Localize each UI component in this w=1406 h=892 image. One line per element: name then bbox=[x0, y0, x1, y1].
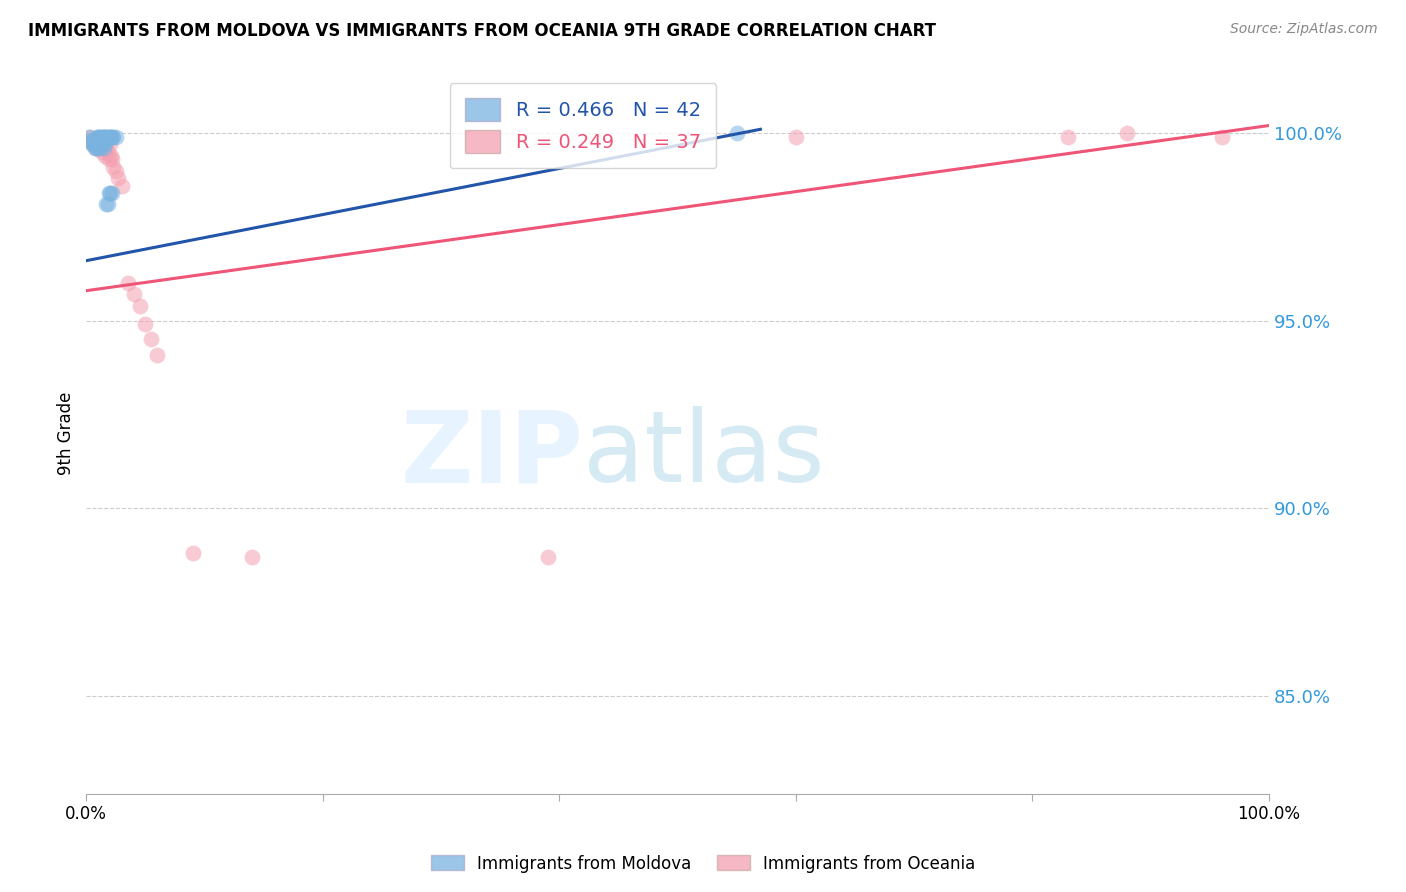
Point bbox=[82, 137, 104, 152]
Point bbox=[94, 137, 117, 152]
Point bbox=[80, 134, 103, 148]
Point bbox=[725, 126, 748, 140]
Point bbox=[100, 129, 122, 144]
Point bbox=[134, 318, 156, 332]
Point bbox=[240, 550, 263, 565]
Point bbox=[79, 129, 101, 144]
Point bbox=[97, 186, 120, 200]
Point bbox=[97, 129, 120, 144]
Y-axis label: 9th Grade: 9th Grade bbox=[58, 392, 75, 475]
Point bbox=[89, 129, 111, 144]
Point bbox=[107, 171, 129, 186]
Point bbox=[84, 134, 107, 148]
Point bbox=[97, 153, 120, 167]
Point bbox=[91, 134, 114, 148]
Point bbox=[181, 546, 204, 560]
Point bbox=[87, 134, 110, 148]
Point bbox=[82, 137, 104, 152]
Point bbox=[98, 186, 121, 200]
Point bbox=[93, 141, 115, 155]
Text: Source: ZipAtlas.com: Source: ZipAtlas.com bbox=[1230, 22, 1378, 37]
Point bbox=[98, 137, 121, 152]
Point bbox=[89, 141, 111, 155]
Point bbox=[98, 129, 121, 144]
Point bbox=[101, 129, 124, 144]
Point bbox=[86, 137, 108, 152]
Point bbox=[141, 333, 163, 347]
Point bbox=[97, 145, 120, 159]
Text: IMMIGRANTS FROM MOLDOVA VS IMMIGRANTS FROM OCEANIA 9TH GRADE CORRELATION CHART: IMMIGRANTS FROM MOLDOVA VS IMMIGRANTS FR… bbox=[28, 22, 936, 40]
Point bbox=[80, 134, 103, 148]
Point bbox=[79, 134, 101, 148]
Point bbox=[86, 134, 108, 148]
Point bbox=[91, 129, 114, 144]
Point bbox=[122, 287, 145, 301]
Point bbox=[82, 137, 104, 152]
Point bbox=[93, 141, 115, 155]
Point bbox=[91, 137, 114, 152]
Point bbox=[117, 276, 139, 290]
Point bbox=[97, 129, 120, 144]
Text: atlas: atlas bbox=[583, 407, 825, 503]
Legend: R = 0.466   N = 42, R = 0.249   N = 37: R = 0.466 N = 42, R = 0.249 N = 37 bbox=[450, 83, 717, 169]
Point bbox=[96, 129, 118, 144]
Point bbox=[101, 153, 124, 167]
Text: ZIP: ZIP bbox=[401, 407, 583, 503]
Point bbox=[83, 137, 105, 152]
Point bbox=[83, 141, 105, 155]
Point bbox=[785, 129, 807, 144]
Point bbox=[1057, 129, 1080, 144]
Point bbox=[97, 197, 120, 211]
Point bbox=[94, 129, 117, 144]
Point bbox=[103, 129, 125, 144]
Point bbox=[94, 148, 117, 162]
Point bbox=[90, 129, 112, 144]
Point bbox=[89, 137, 111, 152]
Point bbox=[84, 141, 107, 155]
Point bbox=[89, 141, 111, 155]
Point bbox=[536, 550, 558, 565]
Point bbox=[111, 178, 134, 193]
Point bbox=[87, 137, 110, 152]
Point bbox=[83, 137, 105, 152]
Point bbox=[89, 129, 111, 144]
Point bbox=[77, 129, 100, 144]
Point bbox=[128, 299, 150, 313]
Point bbox=[146, 347, 169, 361]
Point bbox=[93, 129, 115, 144]
Point bbox=[89, 137, 111, 152]
Point bbox=[93, 134, 115, 148]
Point bbox=[82, 134, 104, 148]
Point bbox=[101, 186, 124, 200]
Point bbox=[90, 145, 112, 159]
Point bbox=[1116, 126, 1139, 140]
Point bbox=[104, 163, 127, 178]
Point bbox=[103, 160, 125, 174]
Point bbox=[87, 129, 110, 144]
Legend: Immigrants from Moldova, Immigrants from Oceania: Immigrants from Moldova, Immigrants from… bbox=[425, 848, 981, 880]
Point bbox=[90, 137, 112, 152]
Point bbox=[86, 129, 108, 144]
Point bbox=[1211, 129, 1233, 144]
Point bbox=[104, 129, 127, 144]
Point bbox=[89, 134, 111, 148]
Point bbox=[87, 141, 110, 155]
Point bbox=[96, 197, 118, 211]
Point bbox=[96, 141, 118, 155]
Point bbox=[100, 148, 122, 162]
Point bbox=[84, 141, 107, 155]
